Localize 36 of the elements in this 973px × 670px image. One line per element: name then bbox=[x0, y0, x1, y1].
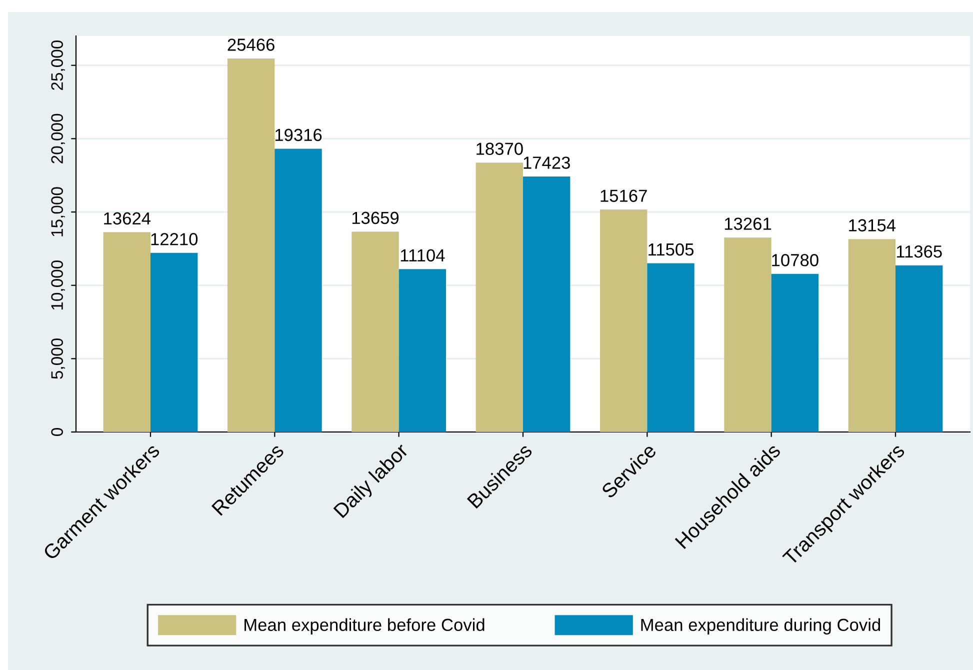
bar bbox=[476, 162, 523, 432]
bar bbox=[771, 274, 819, 432]
bar bbox=[398, 269, 446, 432]
data-label: 19316 bbox=[275, 128, 322, 142]
y-tick-label: 20,000 bbox=[51, 114, 65, 164]
bar bbox=[352, 232, 399, 432]
bar bbox=[848, 239, 896, 432]
data-label: 18370 bbox=[476, 142, 523, 155]
bar bbox=[647, 263, 694, 432]
data-label: 10780 bbox=[772, 254, 818, 266]
bar bbox=[103, 232, 150, 432]
y-tick-label: 5,000 bbox=[51, 338, 65, 379]
bar bbox=[227, 58, 275, 432]
y-tick-label: 25,000 bbox=[51, 40, 65, 90]
data-label: 17423 bbox=[524, 156, 570, 169]
data-label: 13261 bbox=[724, 218, 772, 230]
data-label: 13624 bbox=[104, 212, 151, 225]
bar bbox=[896, 265, 943, 432]
y-tick-label: 15,000 bbox=[51, 187, 65, 236]
data-label: 12210 bbox=[151, 233, 198, 246]
data-label: 11365 bbox=[896, 245, 942, 258]
bar bbox=[523, 176, 570, 432]
y-tick-label: 10,000 bbox=[51, 260, 65, 310]
legend-label: Mean expenditure during Covid bbox=[641, 618, 880, 634]
data-label: 15167 bbox=[600, 190, 647, 202]
bar bbox=[274, 148, 322, 432]
data-label: 11104 bbox=[400, 249, 445, 262]
data-label: 11505 bbox=[648, 243, 694, 256]
bar bbox=[150, 252, 198, 432]
legend-label: Mean expenditure before Covid bbox=[244, 618, 484, 634]
bar bbox=[600, 210, 648, 432]
data-label: 25466 bbox=[228, 38, 274, 51]
bar bbox=[724, 238, 772, 432]
data-label: 13154 bbox=[849, 219, 896, 232]
data-label: 13659 bbox=[352, 212, 399, 224]
y-tick-label: 0 bbox=[51, 428, 63, 436]
